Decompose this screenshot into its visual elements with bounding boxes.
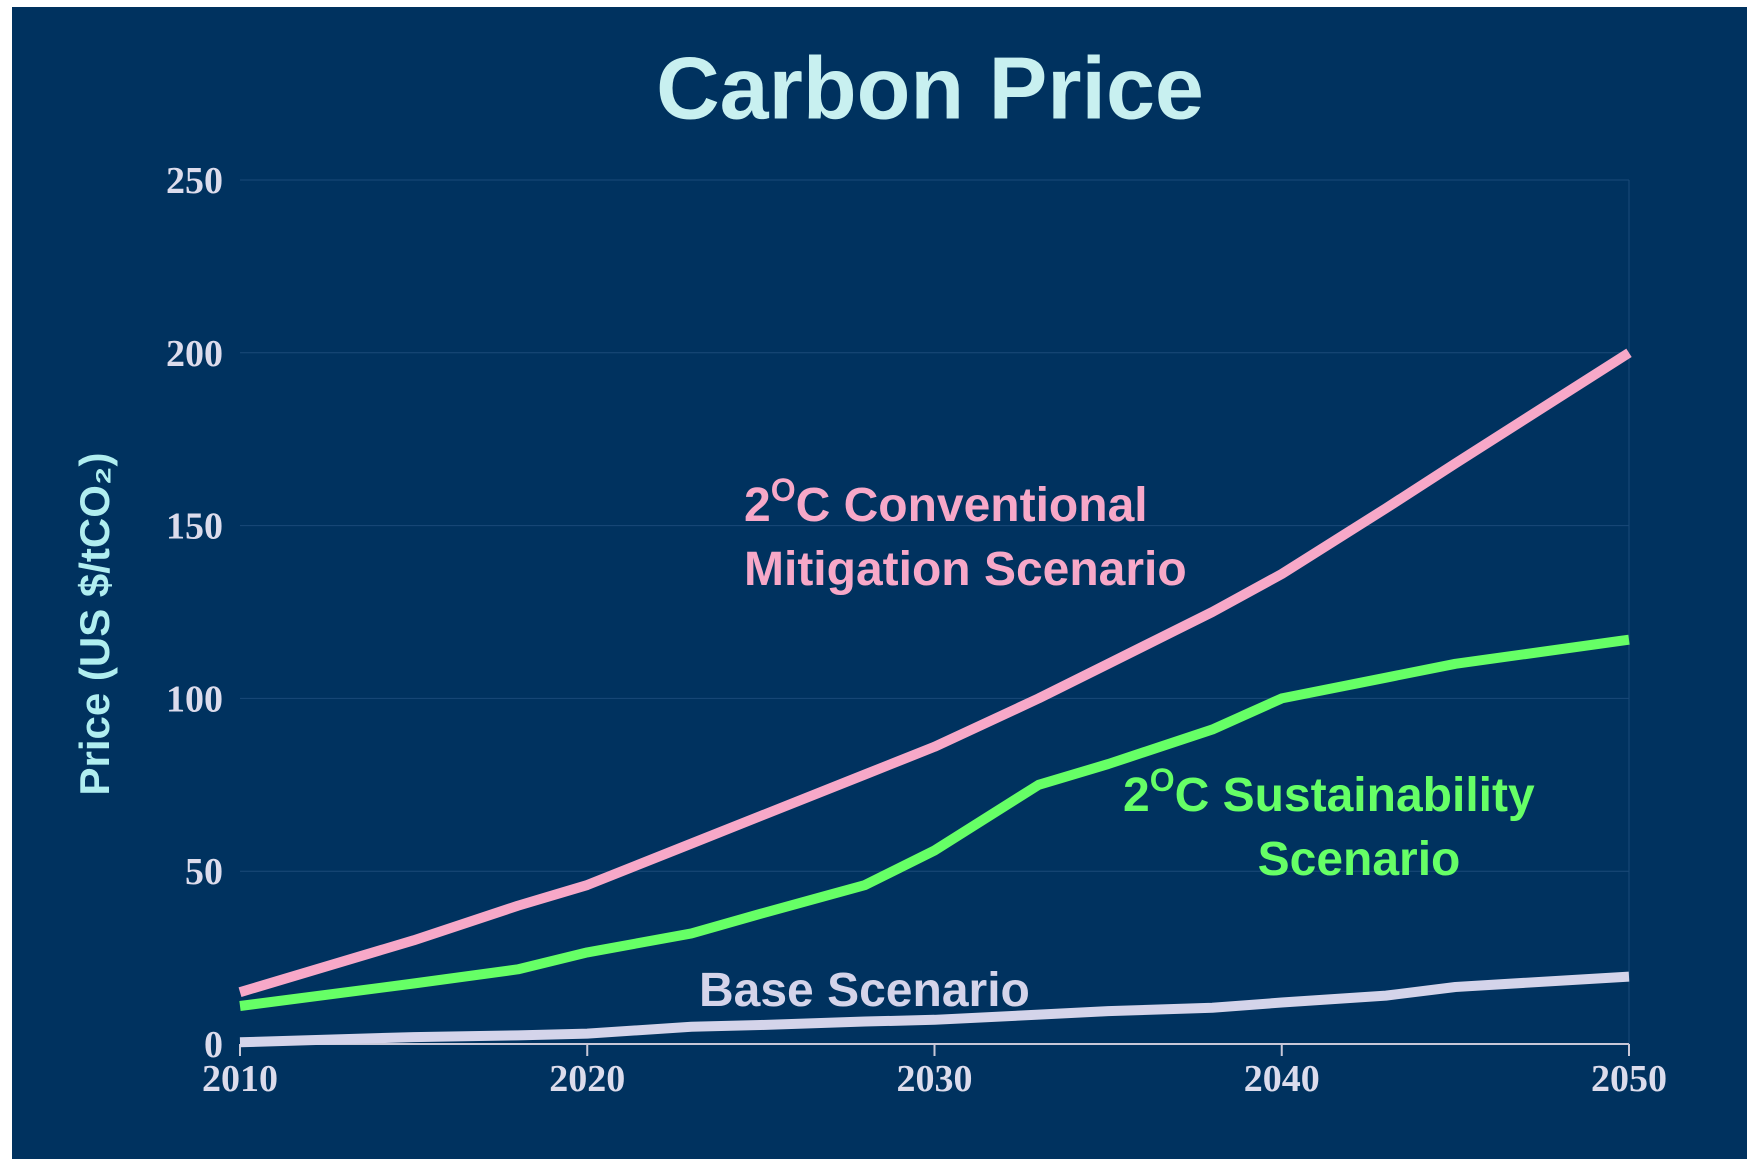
annotation: 2OC Conventional — [744, 472, 1148, 532]
y-tick-label: 0 — [204, 1024, 223, 1066]
annotation-part: O — [771, 472, 796, 508]
annotation-part: O — [1150, 762, 1175, 798]
annotation-part: 2 — [1123, 769, 1150, 822]
y-tick-label: 200 — [166, 333, 223, 375]
y-axis-label: Price (US $/tCO₂) — [71, 452, 118, 795]
y-tick-label: 250 — [166, 160, 223, 202]
x-tick-label: 2010 — [202, 1058, 278, 1100]
x-tick-label: 2020 — [549, 1058, 625, 1100]
annotation-part: C Sustainability — [1175, 769, 1535, 822]
annotation: 2OC Sustainability — [1123, 762, 1535, 822]
series-line — [239, 971, 1630, 1048]
annotation-part: 2 — [744, 479, 771, 532]
annotation: Base Scenario — [699, 964, 1030, 1017]
x-tick-label: 2050 — [1591, 1058, 1667, 1100]
annotation: Scenario — [1258, 833, 1461, 886]
annotation-part: C Conventional — [796, 479, 1148, 532]
y-tick-label: 100 — [166, 678, 223, 720]
background — [12, 7, 1747, 1159]
series-line — [238, 348, 1632, 997]
annotation-part: Base Scenario — [699, 964, 1030, 1017]
chart-title: Carbon Price — [656, 38, 1204, 137]
series-line — [239, 634, 1630, 1011]
annotation: Mitigation Scenario — [744, 543, 1187, 596]
x-tick-label: 2040 — [1244, 1058, 1320, 1100]
y-tick-label: 50 — [185, 851, 223, 893]
y-tick-label: 150 — [166, 506, 223, 548]
x-tick-label: 2030 — [897, 1058, 973, 1100]
